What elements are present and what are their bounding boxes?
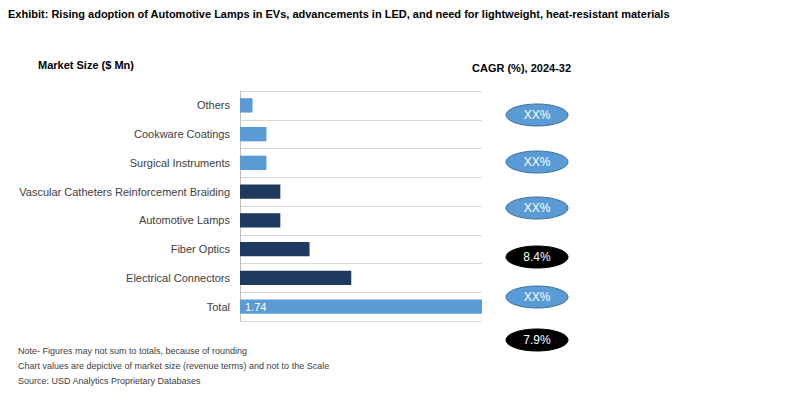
svg-text:XX%: XX% xyxy=(524,290,551,304)
svg-text:Electrical Connectors: Electrical Connectors xyxy=(126,272,230,284)
svg-text:8.4%: 8.4% xyxy=(523,250,551,264)
svg-text:Note- Figures may not sum to t: Note- Figures may not sum to totals, bec… xyxy=(18,346,247,356)
svg-text:Cookware Coatings: Cookware Coatings xyxy=(134,128,230,140)
svg-text:Market Size ($ Mn): Market Size ($ Mn) xyxy=(38,59,134,71)
svg-text:Source: USD Analytics Propriet: Source: USD Analytics Proprietary Databa… xyxy=(18,376,201,386)
svg-text:Total: Total xyxy=(207,301,230,313)
svg-text:XX%: XX% xyxy=(524,201,551,215)
svg-text:Exhibit: Rising adoption of Au: Exhibit: Rising adoption of Automotive L… xyxy=(8,8,670,20)
svg-text:XX%: XX% xyxy=(524,155,551,169)
svg-text:1.74: 1.74 xyxy=(245,301,266,313)
svg-text:Chart values are depictive of: Chart values are depictive of market siz… xyxy=(18,361,329,371)
svg-text:Automotive Lamps: Automotive Lamps xyxy=(139,214,231,226)
svg-text:Fiber Optics: Fiber Optics xyxy=(171,243,231,255)
svg-text:7.9%: 7.9% xyxy=(523,333,551,347)
svg-text:XX%: XX% xyxy=(524,108,551,122)
svg-text:Vascular Catheters Reinforceme: Vascular Catheters Reinforcement Braidin… xyxy=(19,186,230,198)
svg-text:Surgical Instruments: Surgical Instruments xyxy=(130,157,231,169)
svg-text:CAGR (%), 2024-32: CAGR (%), 2024-32 xyxy=(472,62,571,74)
svg-text:Others: Others xyxy=(197,99,231,111)
